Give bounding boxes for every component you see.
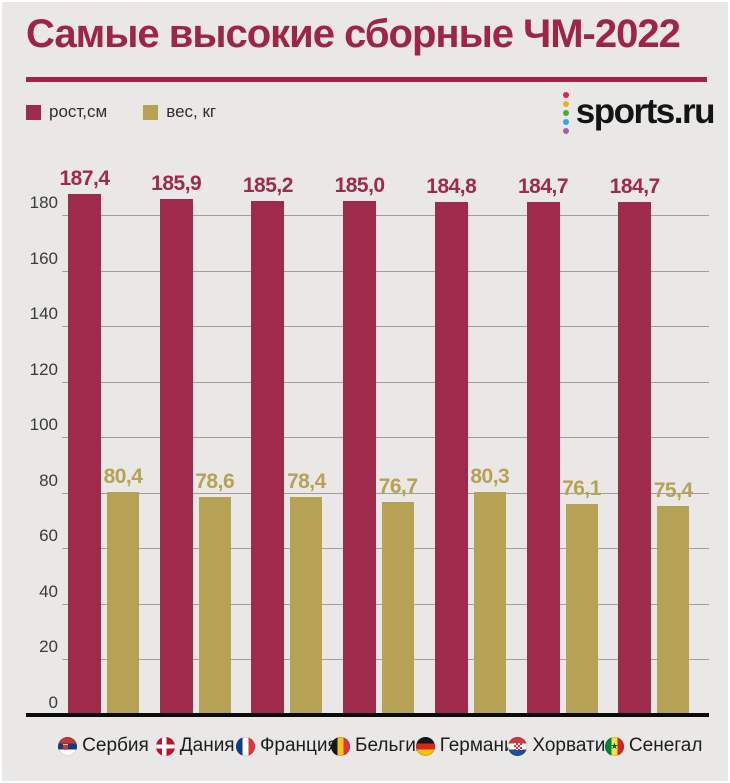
logo-dot-icon bbox=[562, 128, 569, 134]
bar-value-label: 78,6 bbox=[195, 469, 235, 493]
y-tick-label: 0 bbox=[48, 693, 58, 712]
country-name: Бельгия bbox=[354, 735, 427, 756]
country-name: Франция bbox=[259, 735, 338, 756]
y-tick-label: 20 bbox=[39, 637, 58, 657]
country-label-croatia: Хорватия bbox=[496, 735, 628, 757]
country-label-serbia: Сербия bbox=[38, 735, 170, 757]
bar-value-label: 184,7 bbox=[517, 174, 569, 198]
bar-value-label: 80,4 bbox=[103, 464, 143, 488]
bar-weight-0 bbox=[107, 491, 139, 713]
bar-value-label: 80,3 bbox=[470, 464, 510, 488]
y-tick-label: 140 bbox=[29, 304, 58, 324]
country-label-germany: Германия bbox=[404, 735, 536, 757]
bar-height-0 bbox=[68, 194, 101, 713]
country-name: Хорватия bbox=[532, 735, 616, 756]
gridline bbox=[62, 381, 709, 383]
bar-value-label: 185,9 bbox=[151, 171, 202, 195]
flag-denmark-icon bbox=[155, 736, 175, 756]
gridline bbox=[62, 215, 709, 216]
gridline bbox=[62, 326, 709, 328]
flag-france-icon bbox=[235, 736, 255, 756]
flag-germany-icon bbox=[415, 736, 435, 756]
gridline bbox=[62, 437, 709, 439]
y-tick-label: 60 bbox=[39, 526, 58, 546]
bar-height-4 bbox=[434, 201, 468, 713]
bar-value-label: 76,7 bbox=[378, 474, 418, 498]
y-tick-label: 180 bbox=[29, 193, 58, 212]
y-tick-label: 40 bbox=[39, 581, 58, 601]
bar-height-3 bbox=[343, 201, 377, 713]
country-name: Сербия bbox=[82, 735, 149, 756]
height-series-swatch-icon bbox=[26, 104, 41, 120]
weight-series-swatch-icon bbox=[143, 104, 159, 120]
bar-value-label: 185,0 bbox=[334, 174, 386, 198]
country-label-denmark: Дания bbox=[129, 735, 261, 757]
legend-item-weight: вес, кг bbox=[143, 102, 216, 122]
country-name: Германия bbox=[439, 735, 525, 756]
bar-weight-1 bbox=[198, 496, 231, 713]
bar-weight-6 bbox=[657, 505, 690, 713]
country-name: Дания bbox=[179, 735, 235, 756]
bar-value-label: 185,2 bbox=[242, 173, 294, 197]
logo-dot-icon bbox=[562, 119, 569, 125]
bar-weight-5 bbox=[565, 503, 598, 713]
legend-label-height: рост,см bbox=[49, 102, 108, 121]
bar-height-6 bbox=[618, 201, 652, 713]
bar-value-label: 184,7 bbox=[609, 174, 661, 198]
bar-value-label: 187,4 bbox=[59, 167, 110, 191]
flag-croatia-icon bbox=[508, 736, 528, 756]
bar-value-label: 184,8 bbox=[426, 174, 477, 198]
flag-senegal-icon bbox=[604, 736, 624, 756]
bar-weight-3 bbox=[382, 501, 415, 713]
bar-value-label: 76,1 bbox=[562, 476, 601, 500]
gridline bbox=[62, 270, 709, 272]
sports-ru-dots-icon bbox=[562, 90, 569, 134]
bar-value-label: 75,4 bbox=[653, 478, 693, 502]
sports-ru-logo-text: sports.ru bbox=[575, 92, 716, 131]
logo-dot-icon bbox=[562, 92, 569, 98]
bar-weight-2 bbox=[290, 497, 323, 713]
country-label-belgium: Бельгия bbox=[313, 735, 445, 757]
y-tick-label: 80 bbox=[39, 470, 58, 490]
title-rule bbox=[26, 77, 707, 82]
logo-dot-icon bbox=[562, 101, 569, 107]
x-axis-line bbox=[26, 713, 709, 717]
flag-serbia-icon bbox=[58, 736, 78, 756]
bar-weight-4 bbox=[473, 491, 506, 713]
bar-height-2 bbox=[251, 200, 285, 713]
legend-label-weight: вес, кг bbox=[166, 102, 217, 121]
sports-ru-logo: sports.ru bbox=[562, 90, 716, 134]
logo-dot-icon bbox=[562, 110, 569, 116]
bar-value-label: 78,4 bbox=[286, 470, 326, 494]
y-tick-label: 120 bbox=[29, 359, 58, 379]
flag-belgium-icon bbox=[330, 736, 350, 756]
country-label-france: Франция bbox=[221, 735, 353, 757]
y-tick-label: 100 bbox=[29, 415, 58, 435]
bar-height-5 bbox=[526, 201, 560, 713]
page-title: Самые высокие сборные ЧМ-2022 bbox=[26, 12, 681, 56]
y-tick-label: 160 bbox=[29, 248, 58, 268]
gridline bbox=[62, 492, 709, 494]
bar-height-1 bbox=[159, 198, 193, 713]
country-name: Сенегал bbox=[628, 735, 703, 756]
legend-item-height: рост,см bbox=[26, 102, 107, 122]
chart-legend: рост,см вес, кг bbox=[26, 102, 216, 122]
country-label-senegal: Сенегал bbox=[588, 735, 720, 757]
